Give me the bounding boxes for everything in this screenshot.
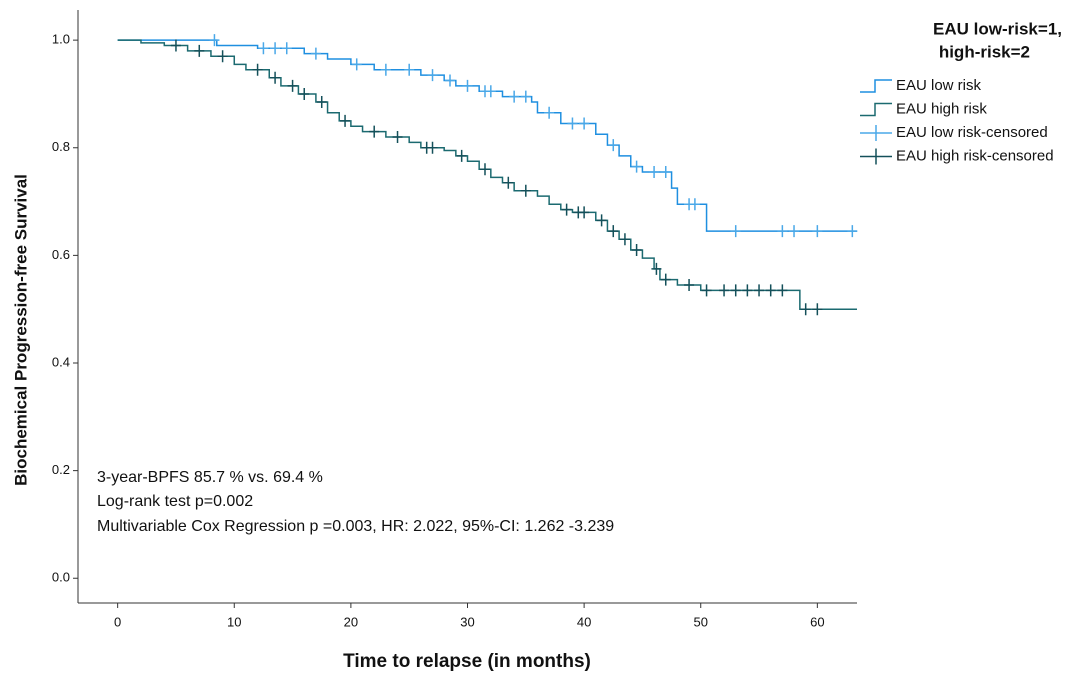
censor-mark <box>789 225 800 238</box>
censor-mark <box>503 176 514 189</box>
censor-mark <box>252 63 263 76</box>
censor-mark <box>217 50 228 63</box>
x-tick-label: 10 <box>227 614 241 629</box>
censor-mark <box>649 165 660 178</box>
censor-mark <box>730 284 741 297</box>
censor-mark <box>485 85 496 98</box>
censor-mark <box>462 79 473 92</box>
censor-mark <box>479 163 490 176</box>
legend-swatch <box>860 79 892 93</box>
legend-swatch <box>860 125 892 141</box>
censor-mark <box>754 284 765 297</box>
censor-mark <box>651 262 662 275</box>
censor-mark <box>579 206 590 219</box>
survival-curve <box>117 39 857 232</box>
censor-mark <box>561 203 572 216</box>
censor-mark <box>684 278 695 291</box>
censor-mark <box>310 47 321 60</box>
censor-mark <box>608 139 619 152</box>
censor-mark <box>719 284 730 297</box>
y-tick-label: 1.0 <box>52 32 70 47</box>
legend-swatch <box>860 148 892 165</box>
censor-mark <box>287 79 298 92</box>
annotation: Log-rank test p=0.002 <box>97 493 253 510</box>
x-tick-label: 40 <box>577 614 591 629</box>
censor-mark <box>660 165 671 178</box>
censor-mark <box>689 198 700 211</box>
censor-mark <box>509 90 520 103</box>
legend-label: EAU low risk-censored <box>896 124 1048 141</box>
censor-mark <box>812 303 823 316</box>
censor-mark <box>299 87 310 100</box>
censor-mark <box>456 149 467 162</box>
legend-label: EAU low risk <box>896 77 982 94</box>
censor-mark <box>351 58 362 71</box>
censor-mark <box>730 225 741 238</box>
censor-mark <box>340 114 351 127</box>
censor-mark <box>209 34 220 47</box>
y-tick-label: 0.2 <box>52 462 70 477</box>
censor-mark <box>631 243 642 256</box>
censor-mark <box>812 225 823 238</box>
censor-mark <box>281 42 292 55</box>
censor-mark <box>520 90 531 103</box>
censor-mark <box>316 96 327 109</box>
censor-mark <box>392 130 403 143</box>
censor-mark <box>847 225 858 238</box>
y-tick-label: 0.6 <box>52 247 70 262</box>
legend-label: EAU high risk <box>896 100 987 117</box>
y-tick-label: 0.0 <box>52 570 70 585</box>
y-tick-label: 0.4 <box>52 354 70 369</box>
censor-mark <box>258 42 269 55</box>
x-tick-label: 0 <box>114 614 121 629</box>
censor-mark <box>427 141 438 154</box>
censor-mark <box>608 225 619 238</box>
censor-mark <box>404 63 415 76</box>
y-axis-title: Biochemical Progression-free Survival <box>11 174 30 486</box>
censor-mark <box>170 39 181 52</box>
censor-mark <box>369 125 380 138</box>
censor-mark <box>194 44 205 57</box>
censor-mark <box>427 69 438 82</box>
legend-swatch <box>860 102 892 117</box>
annotation: Multivariable Cox Regression p =0.003, H… <box>97 518 614 535</box>
censor-mark <box>544 106 555 119</box>
censor-mark <box>777 284 788 297</box>
censor-mark <box>520 184 531 197</box>
legend-title: EAU low-risk=1, <box>933 19 1062 38</box>
censor-mark <box>660 273 671 286</box>
censor-mark <box>270 71 281 84</box>
x-tick-label: 50 <box>693 614 707 629</box>
censor-mark <box>596 214 607 227</box>
x-tick-label: 60 <box>810 614 824 629</box>
censor-mark <box>701 284 712 297</box>
censor-mark <box>567 117 578 130</box>
censor-mark <box>445 74 456 87</box>
x-tick-label: 30 <box>460 614 474 629</box>
censor-mark <box>270 42 281 55</box>
censor-mark <box>619 233 630 246</box>
x-axis-title: Time to relapse (in months) <box>343 651 591 672</box>
censor-mark <box>742 284 753 297</box>
x-tick-label: 20 <box>344 614 358 629</box>
censor-mark <box>777 225 788 238</box>
censor-mark <box>800 303 811 316</box>
survival-curve <box>117 39 857 310</box>
censor-mark <box>579 117 590 130</box>
legend-label: EAU high risk-censored <box>896 147 1054 164</box>
annotation: 3-year-BPFS 85.7 % vs. 69.4 % <box>97 469 323 486</box>
censor-mark <box>631 160 642 173</box>
y-tick-label: 0.8 <box>52 139 70 154</box>
censor-mark <box>765 284 776 297</box>
censor-mark <box>380 63 391 76</box>
legend-title: high-risk=2 <box>939 42 1030 61</box>
